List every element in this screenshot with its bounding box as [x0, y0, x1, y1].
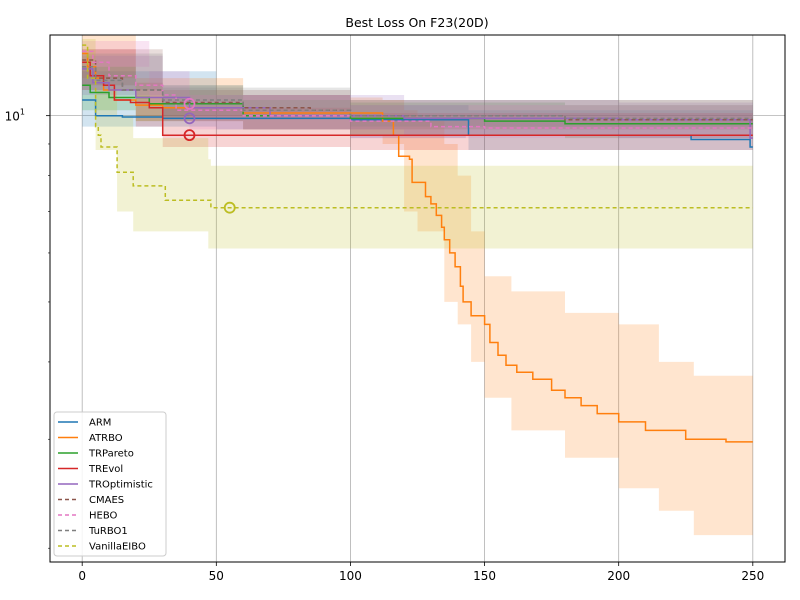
band-arm	[82, 71, 753, 160]
marker-trevol	[183, 129, 196, 142]
line-vanillaeibo	[82, 44, 753, 209]
x-tick-label: 0	[78, 569, 86, 583]
legend-label: TREvol	[88, 464, 123, 475]
line-trevol	[82, 61, 753, 136]
legend: ARM ATRBO TRPareto TREvol TROptimistic CMAES H…	[53, 411, 167, 557]
marker-troptimistic	[183, 112, 196, 125]
x-tick-label: 250	[741, 569, 764, 583]
line-turbo1	[82, 65, 753, 120]
x-tick-label: 200	[607, 569, 630, 583]
axis-ticks: 0 50 100 150 200 250 101	[5, 108, 765, 583]
y-tick-label: 101	[5, 108, 25, 124]
marker-vanillaeibo	[223, 201, 236, 214]
legend-label: TuRBO1	[88, 526, 128, 537]
line-arm	[82, 99, 753, 148]
x-tick-label: 100	[339, 569, 362, 583]
band-atrbo	[82, 35, 753, 536]
band-cmaes	[82, 49, 753, 133]
series-markers	[183, 97, 236, 214]
plot-frame	[49, 34, 786, 563]
legend-label: TRPareto	[88, 449, 134, 460]
band-vanillaeibo	[82, 39, 753, 249]
grid-lines	[50, 35, 785, 562]
plot-area	[50, 35, 785, 562]
marker-hebo	[183, 97, 196, 110]
legend-label: ATRBO	[89, 433, 123, 444]
band-trevol	[82, 49, 753, 150]
legend-box	[53, 411, 167, 557]
line-hebo	[82, 50, 753, 129]
legend-label: HEBO	[89, 511, 118, 522]
legend-label: TROptimistic	[88, 480, 153, 491]
legend-label: VanillaEIBO	[89, 542, 146, 553]
legend-label: CMAES	[89, 495, 124, 506]
legend-label: ARM	[89, 418, 111, 429]
chart-title: Best Loss On F23(20D)	[345, 15, 488, 30]
series-lines	[82, 44, 753, 443]
x-tick-label: 150	[473, 569, 496, 583]
x-tick-label: 50	[209, 569, 224, 583]
